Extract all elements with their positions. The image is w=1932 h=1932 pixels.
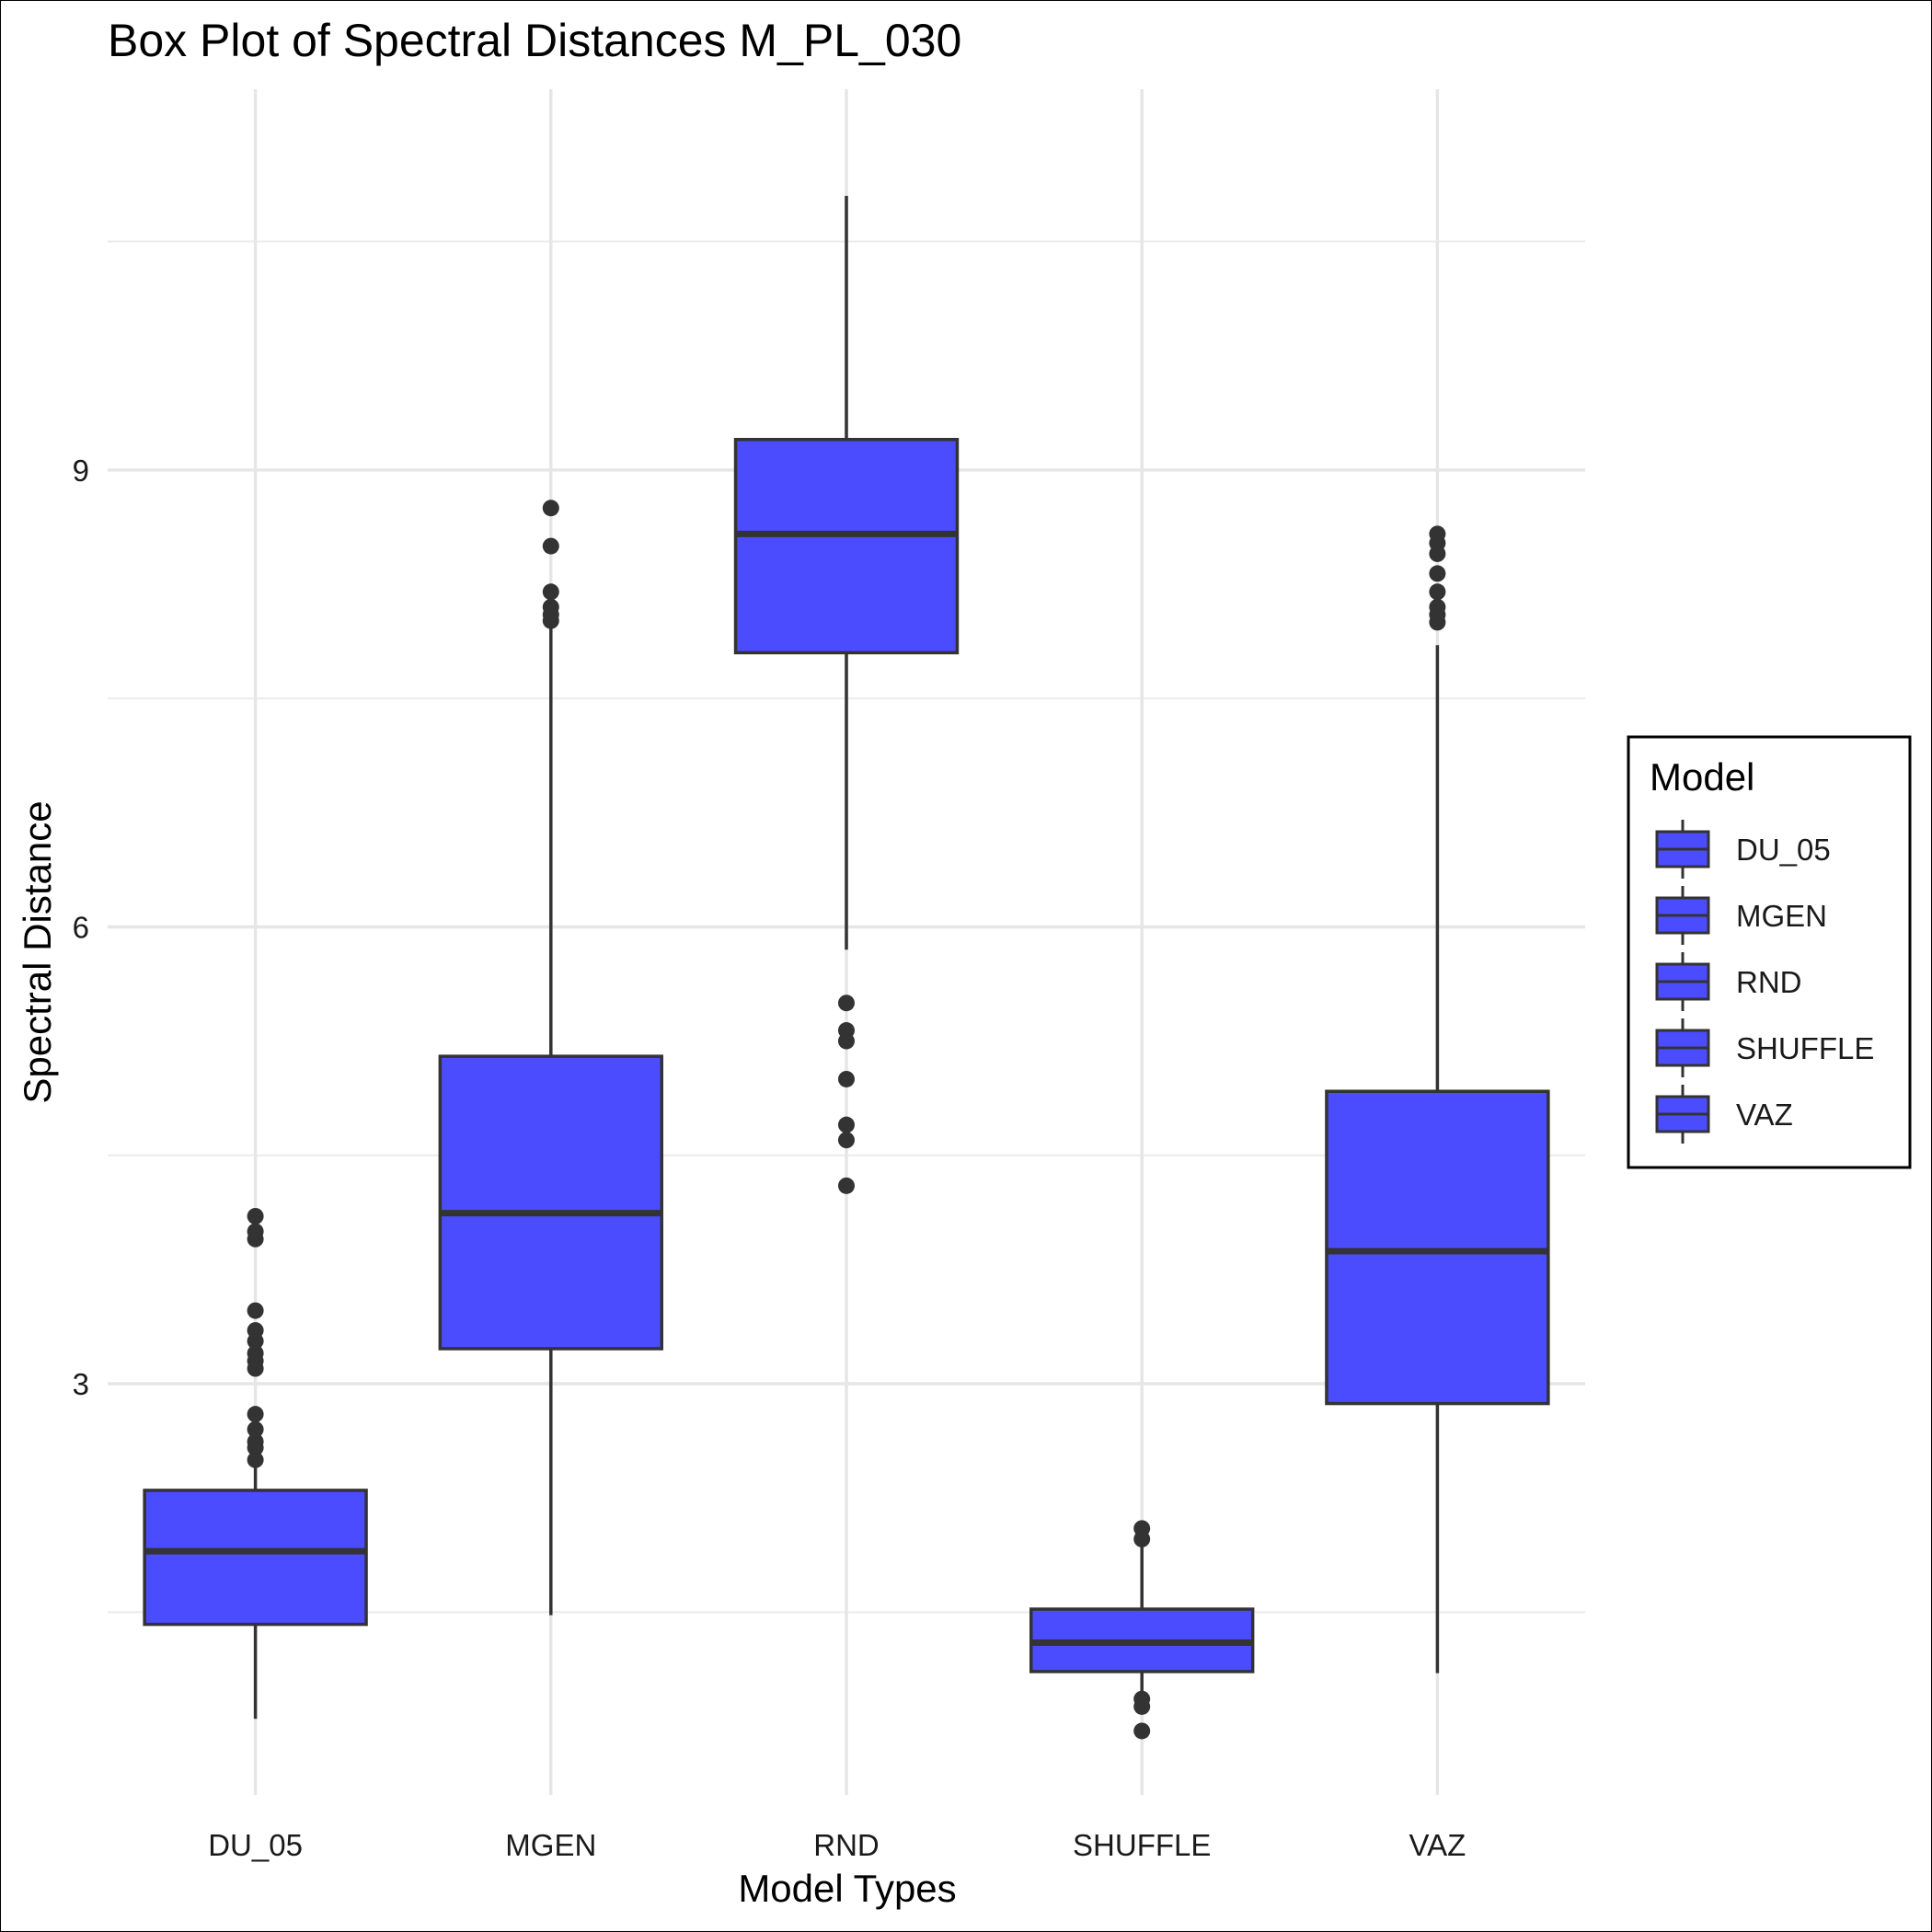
outlier-point (247, 1432, 264, 1450)
legend-label: VAZ (1736, 1098, 1793, 1132)
outlier-point (542, 500, 559, 517)
outlier-point (1429, 565, 1446, 582)
outlier-point (247, 1420, 264, 1438)
legend-item-mgen: MGEN (1655, 886, 1827, 945)
legend-label: RND (1736, 965, 1802, 999)
x-tick-label: MGEN (505, 1828, 596, 1862)
outlier-point (1429, 598, 1446, 615)
box-iqr (143, 1489, 368, 1627)
legend-label: MGEN (1736, 899, 1827, 933)
x-axis-title: Model Types (738, 1867, 956, 1910)
box-iqr (733, 437, 960, 655)
box-iqr (438, 1054, 663, 1351)
x-tick-label: RND (813, 1828, 880, 1862)
y-axis-title: Spectral Distance (16, 800, 59, 1103)
outlier-point (542, 537, 559, 555)
box-du_05 (143, 1207, 368, 1719)
y-tick-label: 6 (73, 910, 89, 944)
box-shuffle (1029, 1520, 1255, 1740)
box-layer (143, 195, 1550, 1740)
outlier-point (247, 1344, 264, 1362)
outlier-point (1133, 1690, 1151, 1708)
outlier-point (542, 598, 559, 615)
box-mgen (438, 500, 663, 1616)
outlier-point (1133, 1520, 1151, 1537)
outlier-point (838, 1177, 855, 1194)
box-rnd (733, 195, 960, 1194)
chart-title: Box Plot of Spectral Distances M_PL_030 (108, 15, 961, 66)
x-tick-label: VAZ (1409, 1828, 1466, 1862)
outlier-point (838, 1022, 855, 1040)
outlier-point (247, 1451, 264, 1468)
outlier-point (1429, 525, 1446, 543)
x-tick-label: SHUFFLE (1073, 1828, 1211, 1862)
legend-label: DU_05 (1736, 833, 1831, 867)
legend: Model DU_05 MGEN RND SHUFFLE VAZ (1627, 735, 1912, 1169)
outlier-point (247, 1406, 264, 1423)
legend-item-du_05: DU_05 (1655, 820, 1831, 879)
outlier-point (838, 995, 855, 1012)
outlier-point (247, 1207, 264, 1225)
box-vaz (1325, 525, 1550, 1673)
outlier-point (1429, 583, 1446, 601)
outlier-point (838, 1116, 855, 1133)
legend-label: SHUFFLE (1736, 1031, 1874, 1065)
legend-item-vaz: VAZ (1655, 1085, 1793, 1144)
outlier-point (1133, 1722, 1151, 1740)
outlier-point (838, 1132, 855, 1149)
legend-items: DU_05 MGEN RND SHUFFLE VAZ (1655, 820, 1874, 1144)
legend-item-rnd: RND (1655, 952, 1802, 1011)
x-tick-label: DU_05 (208, 1828, 303, 1862)
legend-title: Model (1650, 755, 1754, 799)
y-tick-label: 3 (73, 1367, 89, 1401)
outlier-point (247, 1223, 264, 1240)
outlier-point (247, 1322, 264, 1340)
tick-layer: 3 6 9 DU_05 MGEN RND SHUFFLE VAZ (73, 454, 1466, 1862)
outlier-point (838, 1070, 855, 1087)
y-tick-label: 9 (73, 454, 89, 488)
outlier-point (542, 583, 559, 601)
outlier-point (247, 1302, 264, 1319)
box-iqr (1325, 1089, 1550, 1406)
legend-item-shuffle: SHUFFLE (1655, 1018, 1874, 1077)
